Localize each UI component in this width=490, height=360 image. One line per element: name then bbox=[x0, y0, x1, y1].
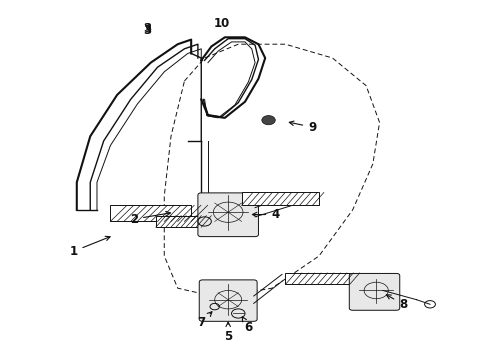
Bar bbox=[285, 273, 356, 284]
Bar bbox=[110, 205, 191, 221]
FancyBboxPatch shape bbox=[199, 280, 257, 321]
Text: 8: 8 bbox=[387, 295, 407, 311]
Text: 10: 10 bbox=[213, 17, 230, 30]
Text: 2: 2 bbox=[130, 211, 171, 226]
Bar bbox=[156, 216, 206, 227]
FancyBboxPatch shape bbox=[198, 193, 258, 237]
Text: 9: 9 bbox=[289, 121, 317, 134]
Bar bbox=[242, 193, 319, 205]
Text: 5: 5 bbox=[224, 322, 232, 343]
Text: 3: 3 bbox=[144, 24, 151, 37]
Text: 6: 6 bbox=[242, 317, 252, 334]
Text: 3: 3 bbox=[144, 22, 151, 35]
Text: 4: 4 bbox=[252, 208, 279, 221]
Text: 7: 7 bbox=[197, 312, 212, 329]
FancyBboxPatch shape bbox=[349, 274, 400, 310]
Circle shape bbox=[262, 116, 275, 125]
Text: 1: 1 bbox=[70, 236, 110, 258]
